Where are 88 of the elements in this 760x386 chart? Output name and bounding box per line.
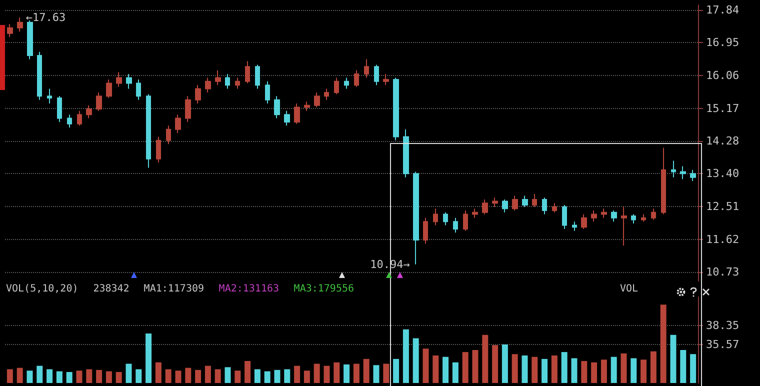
candlestick xyxy=(403,128,409,178)
candlestick xyxy=(116,72,122,88)
candlestick xyxy=(522,195,528,208)
candlestick xyxy=(423,217,428,244)
candlestick xyxy=(235,77,240,90)
candlestick xyxy=(631,214,636,224)
annotation: ←17.63 xyxy=(26,11,66,24)
candlestick xyxy=(641,214,646,222)
text: MA2:131163 xyxy=(218,284,280,294)
y-tick-label: 38.35 xyxy=(706,319,740,332)
text: MA3:179556 xyxy=(294,284,354,294)
candlestick xyxy=(354,70,359,88)
candlestick xyxy=(284,110,290,126)
candlestick xyxy=(472,208,478,218)
candlestick xyxy=(671,160,676,178)
candlestick xyxy=(136,79,141,100)
text: VOL xyxy=(620,284,638,294)
candlestick xyxy=(542,197,547,215)
candlestick xyxy=(304,101,310,112)
candlestick xyxy=(294,103,300,124)
candlestick xyxy=(413,171,419,265)
candlestick xyxy=(215,70,221,86)
candlestick xyxy=(314,92,320,108)
candlestick xyxy=(502,198,508,213)
candlestick xyxy=(195,84,201,104)
candlestick xyxy=(67,114,72,128)
candlestick xyxy=(463,210,468,232)
candlestick xyxy=(621,206,627,246)
candlestick xyxy=(374,64,379,86)
candlestick xyxy=(443,212,448,226)
candlestick xyxy=(37,51,42,100)
y-tick-label: 11.62 xyxy=(706,232,740,246)
candlestick xyxy=(146,94,151,168)
candlestick xyxy=(156,136,161,164)
candlestick xyxy=(245,60,250,84)
text: 238342 xyxy=(93,284,130,294)
candlestick xyxy=(512,195,518,212)
y-tick-label: 17.84 xyxy=(706,3,740,16)
candlestick xyxy=(265,80,270,104)
y-tick-label: 12.51 xyxy=(706,200,740,213)
y-tick-label: 15.17 xyxy=(706,102,740,115)
candlestick xyxy=(27,20,33,60)
candlestick xyxy=(205,77,211,93)
candlestick xyxy=(680,166,686,180)
candlestick xyxy=(17,17,23,32)
candlestick xyxy=(492,197,498,208)
candlestick xyxy=(185,96,191,122)
text: MA1:117309 xyxy=(144,284,204,294)
candlestick xyxy=(393,77,399,141)
candlestick xyxy=(334,77,339,95)
candlestick xyxy=(77,110,82,126)
candlestick xyxy=(126,74,132,90)
candlestick xyxy=(453,217,458,234)
candlestick xyxy=(611,210,617,222)
text: VOL(5,10,20) xyxy=(6,284,78,294)
candlestick xyxy=(661,147,666,215)
y-tick-label: 35.57 xyxy=(706,338,740,352)
candlestick xyxy=(572,221,577,232)
candlestick xyxy=(57,96,62,122)
y-tick-label: 10.73 xyxy=(706,266,740,279)
candlestick xyxy=(651,208,656,220)
candlestick xyxy=(344,77,349,90)
candlestick xyxy=(47,88,52,104)
candlestick xyxy=(86,104,92,119)
candlestick xyxy=(225,74,230,90)
candlestick xyxy=(552,202,557,213)
y-tick-label: 14.28 xyxy=(706,134,740,148)
candlestick xyxy=(166,125,171,145)
candlestick xyxy=(482,198,488,215)
candlestick xyxy=(324,88,329,100)
candlestick xyxy=(364,58,369,78)
candlestick xyxy=(96,92,102,112)
candlestick xyxy=(175,114,181,134)
y-tick-label: 16.06 xyxy=(706,68,740,82)
candlestick xyxy=(690,169,696,182)
candlestick xyxy=(581,214,587,230)
y-tick-label: 16.95 xyxy=(706,36,740,50)
candlestick xyxy=(383,74,389,86)
y-tick-label: 13.40 xyxy=(706,167,740,180)
candlestick xyxy=(255,64,260,90)
candlestick xyxy=(562,204,567,230)
candlestick xyxy=(591,210,597,222)
candlestick xyxy=(532,193,537,208)
candlestick xyxy=(601,208,607,218)
candlestick xyxy=(433,208,438,226)
candlestick xyxy=(106,79,112,98)
candlestick xyxy=(274,96,280,119)
candlestick xyxy=(7,24,13,38)
